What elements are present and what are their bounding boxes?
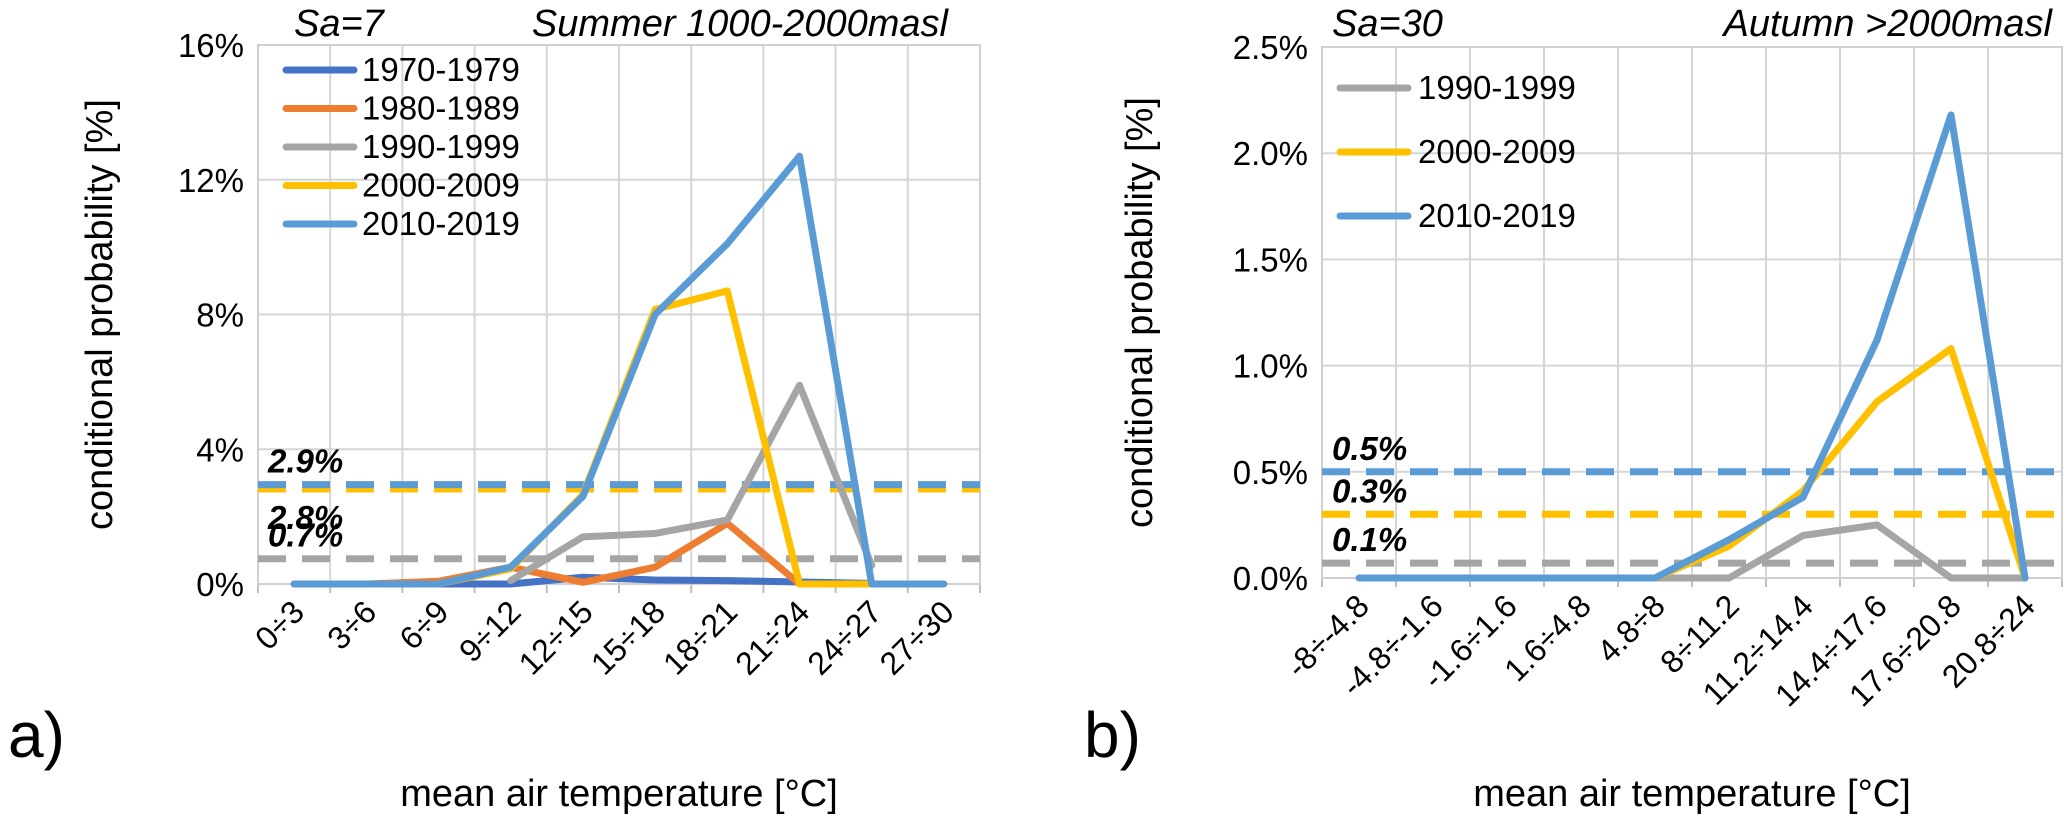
legend: 1990-1999 2000-2009 2010-2019 [1336,69,1576,234]
y-tick-label: 12% [178,162,244,199]
legend-item-1990-1999: 1990-1999 [282,128,520,165]
legend-item-2010-2019: 2010-2019 [282,205,520,242]
sample-size-annotation: Sa=7 [294,3,386,45]
panel-a-letter: a) [8,699,65,771]
y-tick-label: 0% [196,566,244,603]
y-axis-title: conditional probability [%] [79,99,121,530]
x-tick-label: 3÷6 [320,593,383,656]
series-line-2010-2019 [290,152,948,588]
x-tick-label: 0÷3 [248,593,311,656]
x-tick-label: 15÷18 [584,593,672,681]
legend-label: 1980-1989 [362,90,520,127]
legend-item-1990-1999: 1990-1999 [1336,69,1576,106]
series-line-1990-1999 [1651,521,2029,582]
reference-line-label: 2.8% [267,499,343,536]
legend-label: 1990-1999 [1418,69,1576,106]
legend-item-2010-2019: 2010-2019 [1336,197,1576,234]
y-tick-label: 0.0% [1233,560,1308,597]
y-tick-label: 4% [196,431,244,468]
plot-border [257,44,981,585]
y-tick-label: 1.0% [1233,348,1308,385]
series-line-1990-1999 [507,381,876,585]
reference-lines [258,481,980,563]
y-tick-label: 16% [178,27,244,64]
reference-line-label: 0.5% [1332,430,1407,467]
reference-line-label: 2.9% [267,443,343,480]
legend-label: 2000-2009 [362,167,520,204]
reference-line-label: 0.1% [1332,521,1407,558]
legend-label: 2000-2009 [1418,133,1576,170]
x-tick-label: 21÷24 [728,593,816,681]
x-tick-label: 12÷15 [512,593,600,681]
legend-label: 1970-1979 [362,51,520,88]
legend: 1970-19791980-19891990-19992000-20092010… [282,51,520,242]
x-axis-title: mean air temperature [°C] [1473,773,1911,815]
chart-title: Summer 1000-2000masl [532,3,950,45]
legend-label: 1990-1999 [362,128,520,165]
y-tick-label: 2.5% [1233,29,1308,66]
x-tick-label: 18÷21 [656,593,744,681]
x-tick-label: 24÷27 [800,593,888,681]
y-tick-label: 8% [196,297,244,334]
sample-size-annotation: Sa=30 [1332,3,1443,45]
legend-item-2000-2009: 2000-2009 [1336,133,1576,170]
legend-label: 2010-2019 [362,205,520,242]
reference-line-label: 0.7% [268,517,343,554]
y-axis-title: conditional probability [%] [1119,97,1161,528]
legend-item-1970-1979: 1970-1979 [282,51,520,88]
x-tick-label: 27÷30 [873,593,961,681]
y-tick-label: 0.5% [1233,454,1308,491]
chart-panel-a: 0%4%8%12%16%0÷3 3÷6 6÷99÷1212÷1515÷1818÷21… [79,3,981,815]
x-tick-label: 6÷9 [392,593,455,656]
series-line-2000-2009 [1651,345,2029,582]
panel-b-letter: b) [1084,699,1141,771]
series-line-2000-2009 [435,287,876,588]
chart-panel-b: 0.0%0.5%1.0%1.5%2.0%2.5%-8÷-4.8-4.8÷-1.6… [1119,3,2063,815]
legend-label: 2010-2019 [1418,197,1576,234]
legend-item-2000-2009: 2000-2009 [282,167,520,204]
legend-item-1980-1989: 1980-1989 [282,90,520,127]
x-axis-title: mean air temperature [°C] [400,773,838,815]
y-tick-label: 2.0% [1233,135,1308,172]
series-line-2010-2019 [1355,111,2029,582]
chart-title: Autumn >2000masl [1722,3,2054,45]
y-tick-label: 1.5% [1233,241,1308,278]
reference-line-label: 0.3% [1332,472,1407,509]
